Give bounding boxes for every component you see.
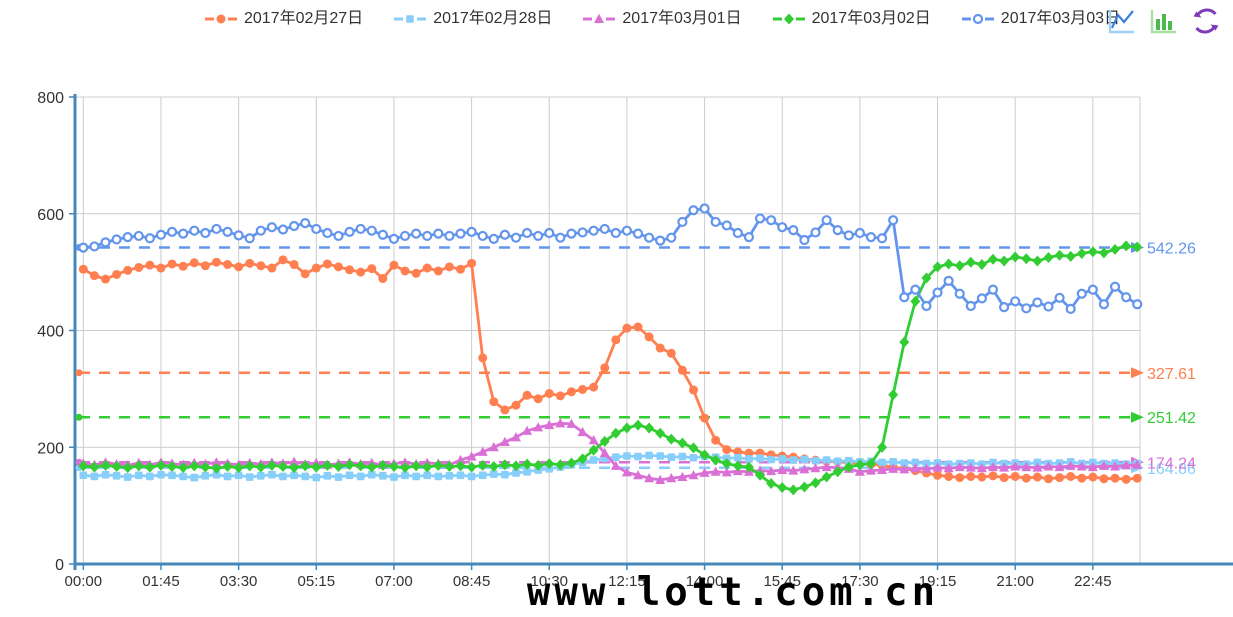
legend-item-3[interactable]: 2017年03月02日 — [772, 8, 931, 30]
series-line-0 — [82, 258, 1138, 481]
axes — [73, 94, 1233, 570]
line-chart-icon[interactable] — [1107, 6, 1137, 36]
x-axis-label: 05:15 — [298, 573, 336, 590]
average-value-label: 164.86 — [1147, 461, 1196, 478]
legend-marker-circle-icon — [204, 14, 237, 24]
x-axis-label: 10:30 — [530, 573, 568, 590]
legend-item-4[interactable]: 2017年03月03日 — [961, 8, 1120, 30]
legend-item-2[interactable]: 2017年03月01日 — [582, 8, 742, 30]
y-axis-label: 400 — [37, 324, 64, 341]
legend-marker-diamond-icon — [772, 13, 805, 25]
y-axis-label: 0 — [55, 557, 64, 574]
bar-chart-icon[interactable] — [1149, 6, 1179, 36]
series-line-4 — [83, 207, 1138, 311]
series-3 — [78, 240, 1143, 496]
y-axis-label: 200 — [37, 440, 64, 457]
y-axis-label: 600 — [37, 207, 64, 224]
watermark-text: www.lott.com.cn — [526, 570, 940, 615]
x-axis-label: 14:00 — [686, 573, 724, 590]
y-axis-label: 800 — [37, 90, 64, 107]
x-axis-label: 22:45 — [1074, 573, 1112, 590]
average-value-label: 174.24 — [1147, 455, 1196, 472]
legend-label: 2017年03月01日 — [622, 10, 742, 27]
x-axis-label: 15:45 — [763, 573, 801, 590]
legend-label: 2017年02月28日 — [433, 10, 553, 27]
legend-item-0[interactable]: 2017年02月27日 — [204, 8, 363, 30]
x-axis-label: 21:00 — [996, 573, 1034, 590]
chart-legend: 2017年02月27日 2017年02月28日 2017年03月01日 2017年03… — [0, 8, 1120, 30]
series-line-3 — [83, 244, 1138, 492]
legend-marker-circle-open-icon — [961, 13, 994, 25]
series-4 — [78, 203, 1143, 315]
average-line-4: 542.26 — [75, 240, 1196, 257]
x-axis-label: 07:00 — [375, 573, 413, 590]
legend-label: 2017年03月02日 — [811, 10, 931, 27]
legend-item-1[interactable]: 2017年02月28日 — [393, 8, 552, 30]
x-axis-label: 01:45 — [142, 573, 180, 590]
refresh-icon[interactable] — [1191, 6, 1221, 36]
x-axis-label: 08:45 — [453, 573, 491, 590]
average-line-0: 327.61 — [75, 366, 1196, 383]
x-axis-label: 00:00 — [65, 573, 103, 590]
legend-label: 2017年02月27日 — [243, 10, 364, 27]
x-axis-label: 03:30 — [220, 573, 258, 590]
legend-marker-square-icon — [394, 15, 427, 23]
x-axis-label: 12:15 — [608, 573, 646, 590]
average-value-label: 542.26 — [1147, 240, 1196, 257]
x-axis-label: 17:30 — [841, 573, 879, 590]
average-value-label: 251.42 — [1147, 410, 1196, 427]
average-value-label: 327.61 — [1147, 366, 1196, 383]
gridlines: 00:00 01:45 03:30 05:15 07:00 08:45 10:30 12:15… — [37, 90, 1141, 590]
average-line-3: 251.42 — [75, 410, 1196, 427]
x-axis-label: 19:15 — [919, 573, 957, 590]
toolbox — [1107, 6, 1221, 36]
legend-label: 2017年03月03日 — [1000, 10, 1120, 27]
legend-marker-triangle-icon — [583, 13, 616, 23]
